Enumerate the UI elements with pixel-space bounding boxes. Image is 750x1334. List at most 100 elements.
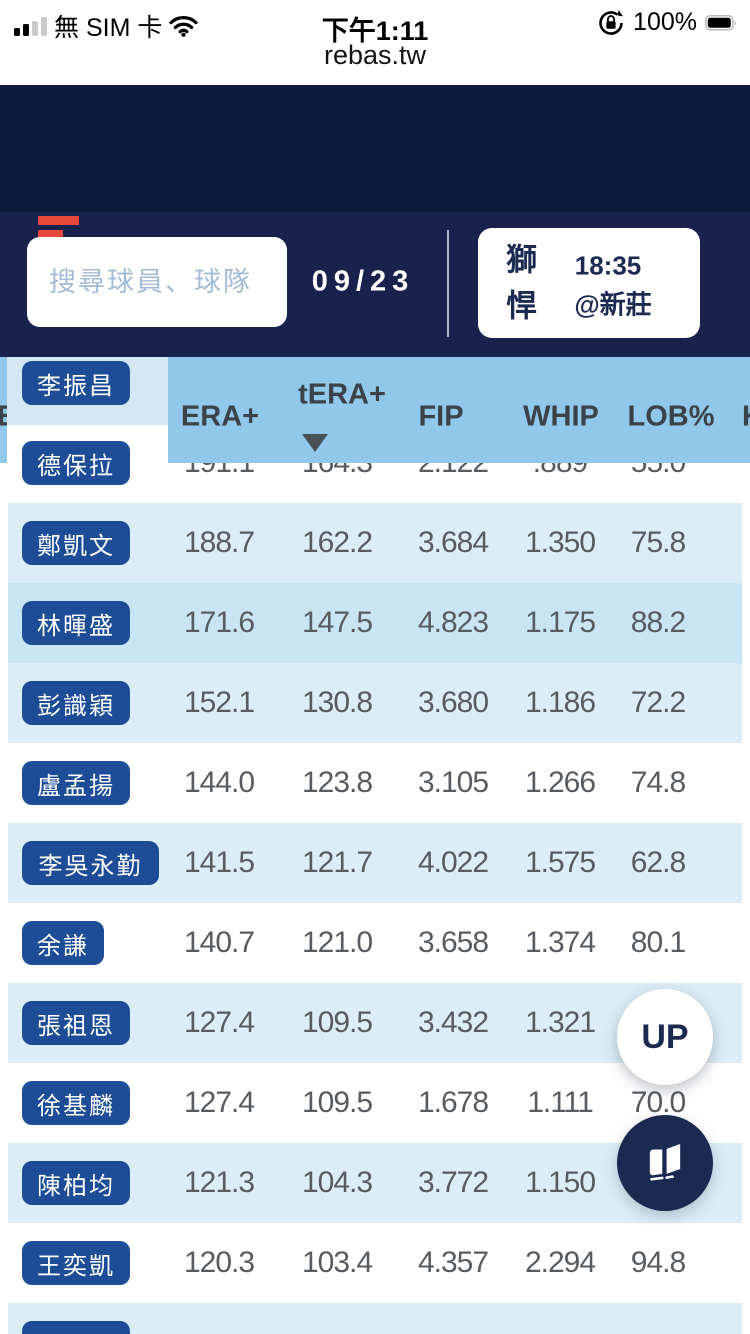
status-right: 100% xyxy=(597,8,738,37)
stat-cell: 1.575 xyxy=(524,846,596,879)
stat-cell: 120.3 xyxy=(183,1246,255,1279)
glossary-book-button[interactable] xyxy=(617,1115,713,1211)
rotation-lock-icon xyxy=(599,9,624,35)
player-button[interactable]: 張祖恩 xyxy=(22,1001,130,1045)
table-row: 120.3 103.4 4.357 2.294 94.8 xyxy=(0,1223,750,1303)
stat-cell: 3.658 xyxy=(417,926,489,959)
search-box xyxy=(27,237,287,327)
column-header-fip[interactable]: FIP xyxy=(418,400,464,433)
stat-cell: 1.175 xyxy=(524,606,596,639)
table-row: 171.6 147.5 4.823 1.175 88.2 xyxy=(0,583,750,663)
row-background xyxy=(8,1063,742,1143)
player-button[interactable]: 王奕凱 xyxy=(22,1241,130,1285)
wifi-icon xyxy=(169,16,198,37)
player-button[interactable]: 余謙 xyxy=(22,921,104,965)
nav-bar xyxy=(0,85,750,212)
cell-signal-icon xyxy=(14,16,47,36)
clipped-column-fragment-right: K% xyxy=(742,401,750,434)
game-card[interactable]: 獅 悍 18:35 @新莊 xyxy=(478,228,700,338)
stat-cell: 1.321 xyxy=(524,1006,596,1039)
column-header-lob[interactable]: LOB% xyxy=(627,400,715,433)
table-row: 140.7 121.0 3.658 1.374 80.1 xyxy=(0,903,750,983)
stat-cell: 103.4 xyxy=(301,1246,373,1279)
date-selector[interactable]: 09/23 xyxy=(311,265,415,298)
scroll-to-top-button[interactable]: UP xyxy=(617,989,713,1085)
status-bar: 無 SIM 卡 下午1:11 100% xyxy=(0,0,750,46)
stat-cell: 140.7 xyxy=(183,926,255,959)
site-url: rebas.tw xyxy=(323,40,427,70)
home-team-label: 悍 xyxy=(506,288,537,324)
search-input[interactable] xyxy=(27,237,287,327)
row-background xyxy=(8,1303,742,1334)
battery-icon xyxy=(705,14,736,31)
row-background xyxy=(8,503,742,583)
url-bar: rebas.tw xyxy=(0,40,750,71)
stat-cell: 121.7 xyxy=(301,846,373,879)
player-button[interactable]: 林暉盛 xyxy=(22,601,130,645)
player-button[interactable]: 德保拉 xyxy=(22,441,130,485)
sort-desc-arrow-icon[interactable] xyxy=(302,434,328,452)
table-row: 144.0 123.8 3.105 1.266 74.8 xyxy=(0,743,750,823)
divider xyxy=(447,230,449,337)
stat-cell: 3.684 xyxy=(417,526,489,559)
player-button[interactable]: 李吳永勤 xyxy=(22,841,159,885)
stat-cell: 141.5 xyxy=(183,846,255,879)
player-button[interactable]: 陳柏均 xyxy=(22,1161,130,1205)
player-button[interactable]: 李振昌 xyxy=(22,361,130,405)
stat-cell: 127.4 xyxy=(183,1006,255,1039)
stat-cell: 4.022 xyxy=(417,846,489,879)
stat-cell: 74.8 xyxy=(630,766,686,799)
stat-cell: 109.5 xyxy=(301,1006,373,1039)
stat-cell: 162.2 xyxy=(301,526,373,559)
stat-cell: 62.8 xyxy=(630,846,686,879)
stat-cell: 75.8 xyxy=(630,526,686,559)
game-venue-label: @新莊 xyxy=(574,289,652,320)
stat-cell: 4.823 xyxy=(417,606,489,639)
stat-cell: 1.350 xyxy=(524,526,596,559)
row-background xyxy=(8,743,742,823)
stat-cell: 1.111 xyxy=(527,1086,594,1119)
battery-percent-label: 100% xyxy=(633,8,697,36)
top-navigation: 09/23 獅 悍 18:35 @新莊 xyxy=(0,85,750,357)
stat-cell: 144.0 xyxy=(183,766,255,799)
player-button[interactable] xyxy=(22,1321,130,1334)
player-button[interactable]: 鄭凱文 xyxy=(22,521,130,565)
status-left: 無 SIM 卡 xyxy=(14,8,198,44)
stat-cell: 1.374 xyxy=(524,926,596,959)
row-background xyxy=(8,1223,742,1303)
stat-cell: 94.8 xyxy=(630,1246,686,1279)
stat-cell: 109.5 xyxy=(301,1086,373,1119)
stat-cell: 1.678 xyxy=(417,1086,489,1119)
stat-cell: 188.7 xyxy=(183,526,255,559)
stat-cell: 127.4 xyxy=(183,1086,255,1119)
table-row: 188.7 162.2 3.684 1.350 75.8 xyxy=(0,503,750,583)
carrier-label: 無 SIM 卡 xyxy=(54,14,163,42)
table-row: 152.1 130.8 3.680 1.186 72.2 xyxy=(0,663,750,743)
stat-cell: 3.105 xyxy=(417,766,489,799)
stat-cell: 72.2 xyxy=(630,686,686,719)
open-book-icon xyxy=(649,1144,681,1181)
stat-cell: 4.357 xyxy=(417,1246,489,1279)
column-header-tera-plus[interactable]: tERA+ xyxy=(298,378,386,411)
away-team-label: 獅 xyxy=(506,242,537,278)
column-header-whip[interactable]: WHIP xyxy=(523,400,599,433)
player-button[interactable]: 盧孟揚 xyxy=(22,761,130,805)
stat-cell: 121.3 xyxy=(183,1166,255,1199)
stat-cell: 123.8 xyxy=(301,766,373,799)
player-button[interactable]: 彭識穎 xyxy=(22,681,130,725)
stat-cell: 70.0 xyxy=(630,1086,686,1119)
row-background xyxy=(8,583,742,663)
column-header-era-plus[interactable]: ERA+ xyxy=(180,400,260,433)
clock-label: 下午1:11 xyxy=(321,16,429,46)
stat-cell: 130.8 xyxy=(301,686,373,719)
stat-cell: 121.0 xyxy=(301,926,373,959)
stat-cell: 171.6 xyxy=(183,606,255,639)
stat-cell: 2.294 xyxy=(524,1246,596,1279)
stat-cell: 104.3 xyxy=(301,1166,373,1199)
stat-cell: 3.680 xyxy=(417,686,489,719)
player-button[interactable]: 徐基麟 xyxy=(22,1081,130,1125)
stat-cell: 80.1 xyxy=(630,926,686,959)
